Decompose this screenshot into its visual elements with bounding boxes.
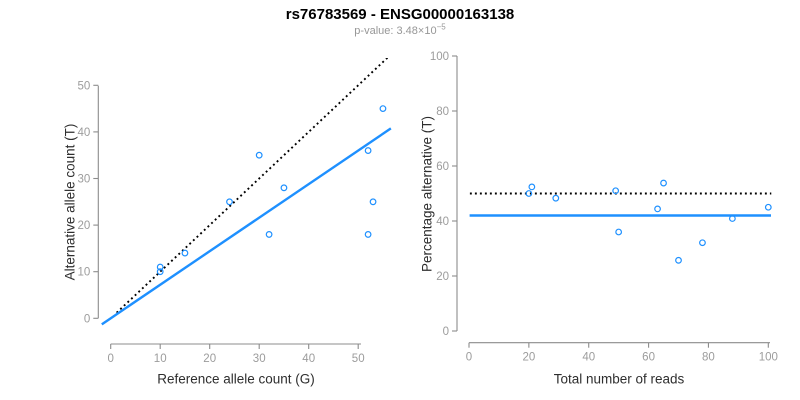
y-tick-label: 20 — [436, 271, 449, 283]
x-tick-label: 0 — [107, 353, 113, 365]
data-point — [615, 228, 623, 236]
y-tick-label: 60 — [436, 161, 449, 173]
x-tick-label: 0 — [466, 352, 472, 364]
right-y-axis-title: Percentage alternative (T) — [419, 115, 435, 273]
data-point — [364, 147, 372, 154]
x-tick-label: 40 — [582, 352, 595, 364]
y-tick-label: 20 — [78, 220, 91, 232]
y-tick-label: 40 — [78, 127, 91, 139]
y-tick-label: 80 — [436, 106, 449, 118]
plot-points — [525, 179, 772, 264]
y-tick-label: 30 — [78, 174, 91, 186]
data-point — [699, 239, 706, 247]
data-point — [255, 151, 263, 159]
data-point — [369, 198, 377, 206]
data-point — [265, 231, 273, 238]
y-tick-label: 0 — [443, 326, 449, 338]
right-plot: 0 20 40 60 80 100 0 20 40 60 80 100 — [430, 51, 778, 364]
x-tick-label: 100 — [759, 352, 778, 364]
data-point — [226, 198, 233, 206]
x-tick-label: 50 — [352, 353, 365, 365]
pvalue-exponent: −5 — [436, 22, 446, 32]
x-tick-label: 60 — [642, 352, 655, 364]
y-tick-label: 10 — [78, 267, 91, 279]
data-point — [552, 194, 560, 202]
data-point — [654, 205, 661, 213]
data-point — [364, 231, 372, 238]
x-tick-label: 20 — [522, 352, 535, 364]
data-point — [528, 183, 536, 191]
data-point — [660, 179, 667, 187]
data-point — [675, 256, 682, 264]
data-point — [156, 268, 164, 276]
page-title: rs76783569 - ENSG00000163138 — [285, 6, 515, 23]
y-tick-label: 50 — [78, 80, 91, 92]
pvalue-text: p-value: 3.48×10 — [354, 25, 437, 37]
y-tick-label: 0 — [84, 313, 90, 325]
plot-lines — [101, 58, 392, 326]
fit-line — [101, 127, 392, 326]
data-point — [612, 187, 620, 195]
data-point — [764, 203, 772, 211]
left-plot: 0 10 20 30 40 50 0 10 20 30 40 50 — [78, 58, 392, 365]
y-tick-label: 100 — [430, 51, 449, 63]
x-tick-label: 20 — [203, 353, 216, 365]
plot-lines — [469, 192, 772, 217]
data-point — [280, 184, 288, 192]
plot-points — [156, 105, 387, 276]
data-point — [156, 263, 164, 271]
x-tick-label: 80 — [702, 352, 715, 364]
data-point — [728, 215, 736, 222]
right-x-axis-title: Total number of reads — [553, 371, 685, 387]
data-point — [379, 105, 387, 112]
x-tick-label: 10 — [154, 353, 167, 365]
left-y-axis-title: Alternative allele count (T) — [62, 123, 78, 281]
y-tick-label: 40 — [436, 216, 449, 228]
identity-line — [115, 58, 389, 314]
data-point — [525, 190, 533, 197]
x-tick-label: 30 — [253, 353, 266, 365]
data-point — [181, 249, 189, 257]
x-tick-label: 40 — [302, 353, 315, 365]
pvalue-subtitle: p-value: 3.48×10−5 — [0, 22, 800, 37]
left-x-axis-title: Reference allele count (G) — [157, 371, 315, 387]
